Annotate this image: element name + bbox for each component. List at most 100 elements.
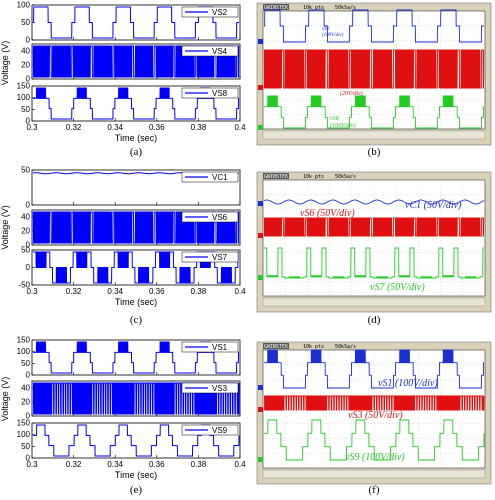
scope-footer: [262, 130, 486, 140]
x-axis-label: Time (sec): [115, 470, 157, 480]
trace-annotation: vS7 (50V/div): [370, 282, 425, 293]
scope-brand: GWINSTEK: [264, 174, 288, 180]
x-tick-label: 0.32: [66, 123, 82, 132]
channel-marker: [258, 39, 263, 44]
scope-samples: 10k pts: [303, 174, 324, 180]
y-tick-label: 40: [21, 213, 30, 222]
y-tick-label: 150: [17, 419, 31, 428]
x-tick-label: 0.4: [234, 123, 246, 132]
channel-marker: [258, 233, 263, 238]
trace-3: [264, 419, 485, 461]
x-axis-label: Time (sec): [115, 297, 157, 307]
trace-annotation-scale: (20V/div): [340, 90, 363, 97]
y-tick-label: 150: [17, 82, 31, 91]
series-VS3: [32, 382, 240, 415]
scope-brand: GWINSTEK: [264, 344, 288, 350]
y-tick-label: 0: [26, 263, 31, 272]
scope-brand-badge: [263, 343, 289, 349]
y-tick-label: 0: [26, 117, 31, 126]
x-tick-label: 0.4: [234, 460, 246, 469]
trace-3: [264, 247, 484, 279]
x-tick-label: 0.34: [107, 460, 123, 469]
y-tick-label: 50: [21, 442, 30, 451]
x-tick-label: 0.34: [107, 123, 123, 132]
y-tick-label: 0: [26, 241, 31, 250]
x-tick-label: 0.38: [191, 460, 207, 469]
y-tick-label: 40: [21, 384, 30, 393]
legend-box: [181, 341, 239, 353]
subplot-VS9: 0 50 100 150 VS9: [17, 419, 241, 463]
legend-box: [181, 211, 239, 223]
x-tick-label: 0.3: [26, 460, 38, 469]
y-tick-label: 0: [26, 75, 31, 84]
channel-marker: [258, 275, 263, 280]
scope-rate: 50kSa/s: [335, 5, 356, 11]
y-tick-label: 50: [21, 18, 30, 27]
panel-label: (d): [368, 314, 381, 326]
legend-label: VS2: [212, 8, 228, 17]
x-tick-label: 0.34: [107, 287, 123, 296]
trace-annotation-scale: (100V/div): [322, 33, 344, 38]
y-tick-label: 20: [21, 398, 30, 407]
subplot-VS7: -50 0 50 VS7: [18, 246, 241, 290]
panel-label: (a): [130, 146, 143, 158]
trace-annotation: vS9 (100V/div): [345, 452, 405, 463]
y-tick-label: -50: [18, 281, 30, 290]
trace-2: [263, 217, 485, 237]
trace-annotation: vS2: [322, 27, 330, 32]
channel-marker: [258, 457, 263, 462]
x-tick-label: 0.38: [191, 123, 207, 132]
trace-1: [264, 9, 484, 43]
scope-samples: 10k pts: [303, 5, 324, 11]
y-axis-label: Voltage (V): [0, 377, 10, 422]
scope-rate: 50kSa/s: [335, 344, 356, 350]
y-tick-label: 50: [21, 359, 30, 368]
scope-brand: GWINSTEK: [264, 5, 288, 11]
panel-label: (b): [368, 146, 381, 158]
subplot-VS2: 0 50 100 VS2: [17, 1, 241, 45]
channel-marker: [258, 385, 263, 390]
legend-label: VS8: [212, 89, 228, 98]
x-tick-label: 0.32: [66, 460, 82, 469]
subplot-VS4: 0 20 40 VS4: [21, 43, 241, 84]
scope-samples: 10k pts: [303, 344, 324, 350]
x-tick-label: 0.36: [149, 123, 165, 132]
y-tick-label: 0: [26, 201, 31, 210]
legend-box: [181, 424, 239, 436]
trace-annotation: vC1 (50V/div): [405, 200, 462, 211]
y-axis-label: Voltage (V): [0, 205, 10, 250]
scope-footer: [262, 469, 486, 479]
trace-annotation-scale: (100V/div): [330, 122, 356, 129]
subplot-VC1: 0 50 VC1: [21, 166, 241, 210]
series-VS4: [32, 45, 240, 78]
trace-3: [264, 95, 484, 129]
panel-label: (e): [130, 484, 143, 496]
y-tick-label: 0: [26, 454, 31, 463]
x-tick-label: 0.36: [149, 460, 165, 469]
y-tick-label: 50: [21, 166, 30, 175]
panel-label: (f): [369, 484, 380, 496]
scope-0: GWINSTEK 10k pts 50kSa/svS2(100V/div)vS4(2…: [256, 2, 492, 158]
channel-marker: [258, 125, 263, 130]
trace-1: [263, 199, 485, 205]
y-axis-label: Voltage (V): [0, 41, 10, 86]
y-tick-label: 100: [17, 430, 31, 439]
legend-box: [181, 382, 239, 394]
subplot-VS8: 0 50 100 150 VS8: [17, 82, 241, 126]
channel-marker: [258, 85, 263, 90]
scope-brand-badge: [263, 173, 289, 179]
y-tick-label: 40: [21, 47, 30, 56]
legend-label: VS3: [212, 384, 228, 393]
x-tick-label: 0.32: [66, 287, 82, 296]
y-tick-label: 0: [26, 36, 31, 45]
legend-label: VS4: [212, 47, 228, 56]
y-tick-label: 100: [17, 1, 31, 10]
y-tick-label: 20: [21, 61, 30, 70]
legend-label: VS7: [212, 253, 228, 262]
channel-marker: [258, 201, 263, 206]
scope-1: GWINSTEK 10k pts 50kSa/s vC1 (50V/div) vS6 (…: [256, 171, 492, 326]
series-VS6: [32, 211, 240, 244]
legend-label: VC1: [212, 173, 228, 182]
